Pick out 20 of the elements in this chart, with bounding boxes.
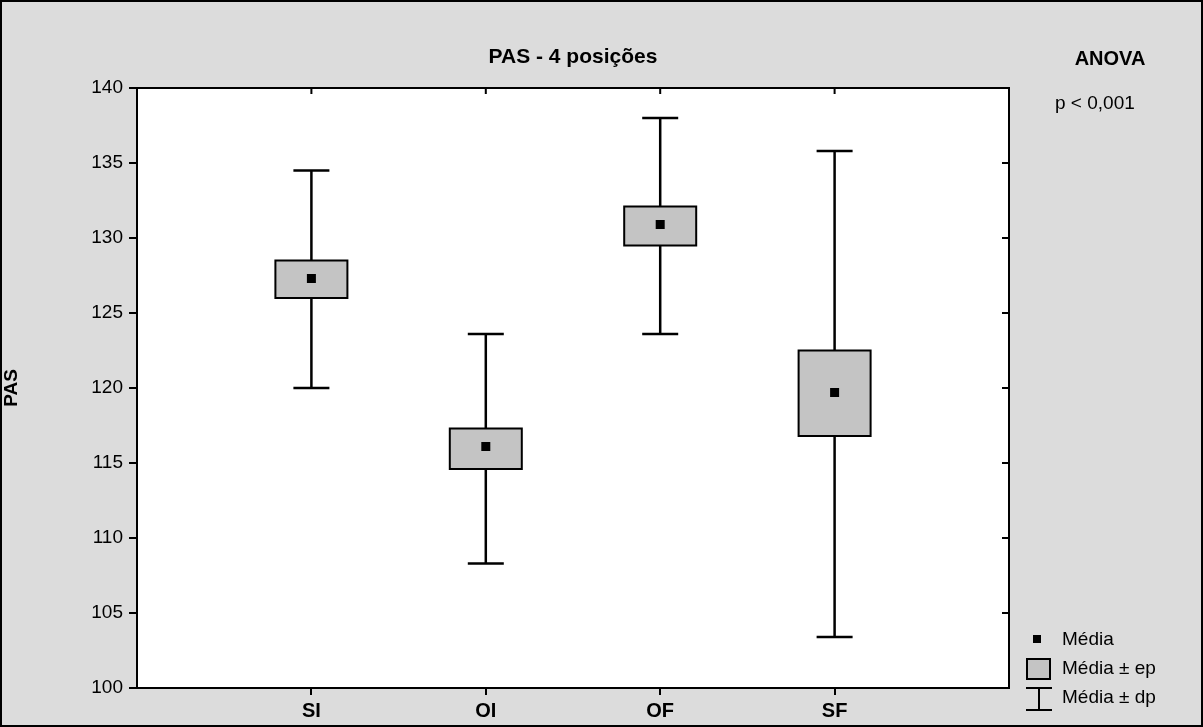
y-tick-label: 115 [92, 451, 123, 473]
y-tick-label: 110 [92, 526, 123, 548]
y-tick-label: 130 [91, 226, 123, 248]
text: ANOVA [1073, 47, 1147, 70]
y-tick-label: 140 [91, 76, 123, 98]
x-tick-label: OI [475, 698, 497, 721]
text: Média ± ep [1062, 657, 1156, 679]
x-tick-label: SI [301, 698, 321, 721]
y-tick-label: 105 [91, 601, 123, 623]
x-tick-label: OF [646, 698, 675, 721]
chart-title: PAS - 4 posições [487, 44, 659, 68]
text: Média ± dp [1062, 686, 1156, 708]
y-tick-label: 100 [91, 676, 123, 698]
text: Média [1062, 628, 1114, 650]
y-tick-label: 125 [91, 301, 123, 323]
y-tick-label: 120 [91, 376, 123, 398]
y-tick-label: 135 [91, 151, 123, 173]
y-axis-title: PAS [0, 369, 21, 407]
x-tick-label: SF [821, 698, 848, 721]
text: p < 0,001 [1055, 92, 1135, 114]
